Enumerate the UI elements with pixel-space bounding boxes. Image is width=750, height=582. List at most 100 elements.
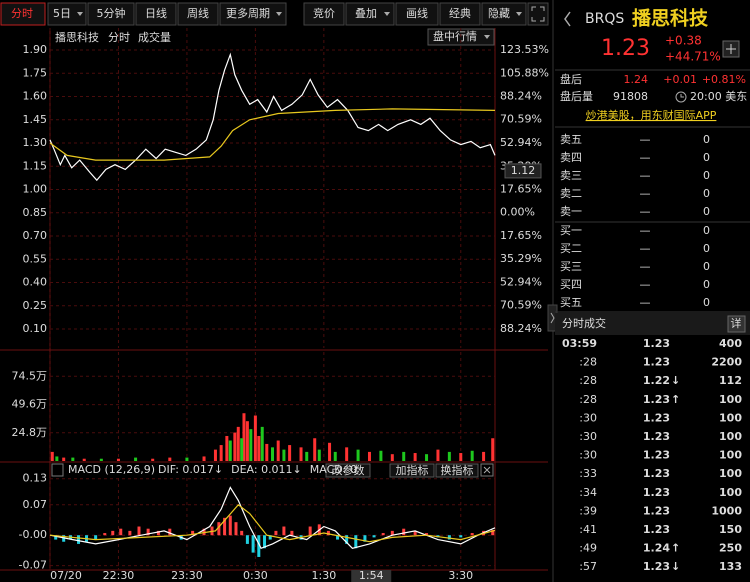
macd-bar [336, 535, 340, 540]
tool[interactable] [439, 2, 481, 26]
trade-price: 1.23 [643, 430, 670, 443]
y-tick-label: 1.30 [23, 136, 48, 149]
tool[interactable] [395, 2, 439, 26]
tab-label[interactable]: 5日 [53, 7, 71, 20]
trade-volume: 100 [719, 467, 742, 480]
help-icon[interactable] [51, 463, 64, 477]
book-label: 卖二 [560, 187, 582, 200]
indicator-button[interactable] [325, 463, 371, 478]
volume-bar [317, 449, 321, 461]
book-price: — [640, 133, 651, 146]
tab[interactable] [177, 2, 219, 26]
tab-label[interactable]: 更多周期 [226, 6, 270, 20]
trade-time: :28 [579, 393, 597, 406]
dropdown-icon[interactable] [384, 12, 390, 16]
dropdown-icon[interactable] [77, 12, 83, 16]
change-pct: +44.71% [665, 50, 721, 64]
trade-time: :30 [579, 449, 597, 462]
trade-time: :30 [579, 411, 597, 424]
volume-bar [236, 426, 240, 461]
tab-label[interactable]: 分时 [11, 7, 33, 20]
y2-tick-label: 70.59% [500, 113, 542, 126]
detail-label[interactable]: 详 [731, 316, 742, 330]
trade-price: 1.23 [643, 337, 670, 350]
book-price: — [640, 224, 651, 237]
x-tick-label: 07/20 [50, 569, 82, 582]
volume-bar [425, 454, 429, 461]
volume-bar [436, 449, 440, 461]
trade-arrow: ↑ [671, 542, 680, 555]
indicator-button-label[interactable]: 改参数 [332, 463, 365, 477]
volume-bar [288, 445, 292, 461]
volume-bar [219, 445, 223, 461]
macd-bar [413, 530, 417, 536]
tab[interactable] [47, 2, 87, 26]
macd-bar [137, 526, 141, 536]
indicator-button-label[interactable]: 换指标 [441, 463, 474, 477]
add-icon [726, 44, 736, 54]
trade-volume: 400 [719, 337, 742, 350]
trade-price: 1.23 [643, 411, 670, 424]
indicator-button-label[interactable]: 加指标 [396, 463, 429, 477]
book-volume: 0 [703, 260, 710, 273]
x-tick-label: 1:30 [311, 569, 336, 582]
tool-label[interactable]: 叠加 [355, 7, 377, 20]
tool[interactable] [345, 2, 395, 26]
chart-title: 播思科技 [55, 30, 99, 44]
macd-bar [217, 522, 221, 536]
volume-bar [116, 458, 120, 461]
dropdown-icon[interactable] [516, 12, 522, 16]
ad-link[interactable]: 炒港美股，用东财国际APP [586, 108, 717, 122]
book-volume: 0 [703, 151, 710, 164]
indicator-button[interactable] [435, 463, 479, 478]
dropdown-icon[interactable] [276, 12, 282, 16]
mode-button-label[interactable]: 盘中行情 [433, 29, 477, 43]
tool-label[interactable]: 经典 [449, 6, 471, 20]
trade-time: :28 [579, 374, 597, 387]
volume-bar [245, 421, 249, 461]
tool-label[interactable]: 画线 [406, 6, 428, 20]
x-tick-label: 0:30 [243, 569, 268, 582]
y-tick-label: 0.07 [23, 498, 48, 511]
label: 盘后量 [560, 89, 593, 103]
macd-bar [257, 535, 261, 557]
back-icon[interactable] [564, 11, 571, 27]
book-price: — [640, 242, 651, 255]
volume-bar [260, 426, 264, 461]
tab-label[interactable]: 周线 [187, 6, 209, 20]
y-tick-label: 0.55 [23, 252, 48, 265]
close-icon [483, 466, 491, 474]
trade-time: :34 [579, 486, 597, 499]
tab[interactable] [135, 2, 177, 26]
tool-label[interactable]: 竞价 [313, 6, 335, 20]
y2-tick-label: 105.88% [500, 66, 549, 79]
macd-bar [268, 535, 272, 540]
tool[interactable] [303, 2, 345, 26]
tab-label[interactable]: 日线 [145, 6, 167, 20]
tool[interactable] [481, 2, 527, 26]
tool-label[interactable]: 隐藏 [488, 7, 510, 20]
indicator-button[interactable] [389, 463, 435, 478]
expand-button[interactable] [527, 2, 549, 26]
close-button[interactable] [480, 463, 494, 477]
tab[interactable] [219, 2, 287, 26]
trades-title: 分时成交 [562, 316, 606, 330]
trade-volume: 250 [719, 542, 742, 555]
macd-bar [363, 535, 367, 542]
detail-button[interactable] [727, 315, 746, 333]
trade-volume: 100 [719, 449, 742, 462]
y-tick-label: 0.13 [23, 472, 48, 485]
volume-bar [305, 451, 309, 461]
trade-price: 1.23 [643, 393, 670, 406]
volume-bar [491, 438, 495, 461]
x-tick-label: 22:30 [103, 569, 135, 582]
tab[interactable] [0, 2, 46, 26]
y2-tick-label: 52.94% [500, 275, 542, 288]
tab-label[interactable]: 5分钟 [97, 6, 126, 20]
book-volume: 0 [703, 296, 710, 309]
tab[interactable] [87, 2, 135, 26]
macd-bar [308, 526, 312, 536]
volume-bar [459, 453, 463, 461]
macd-bar [240, 530, 244, 536]
